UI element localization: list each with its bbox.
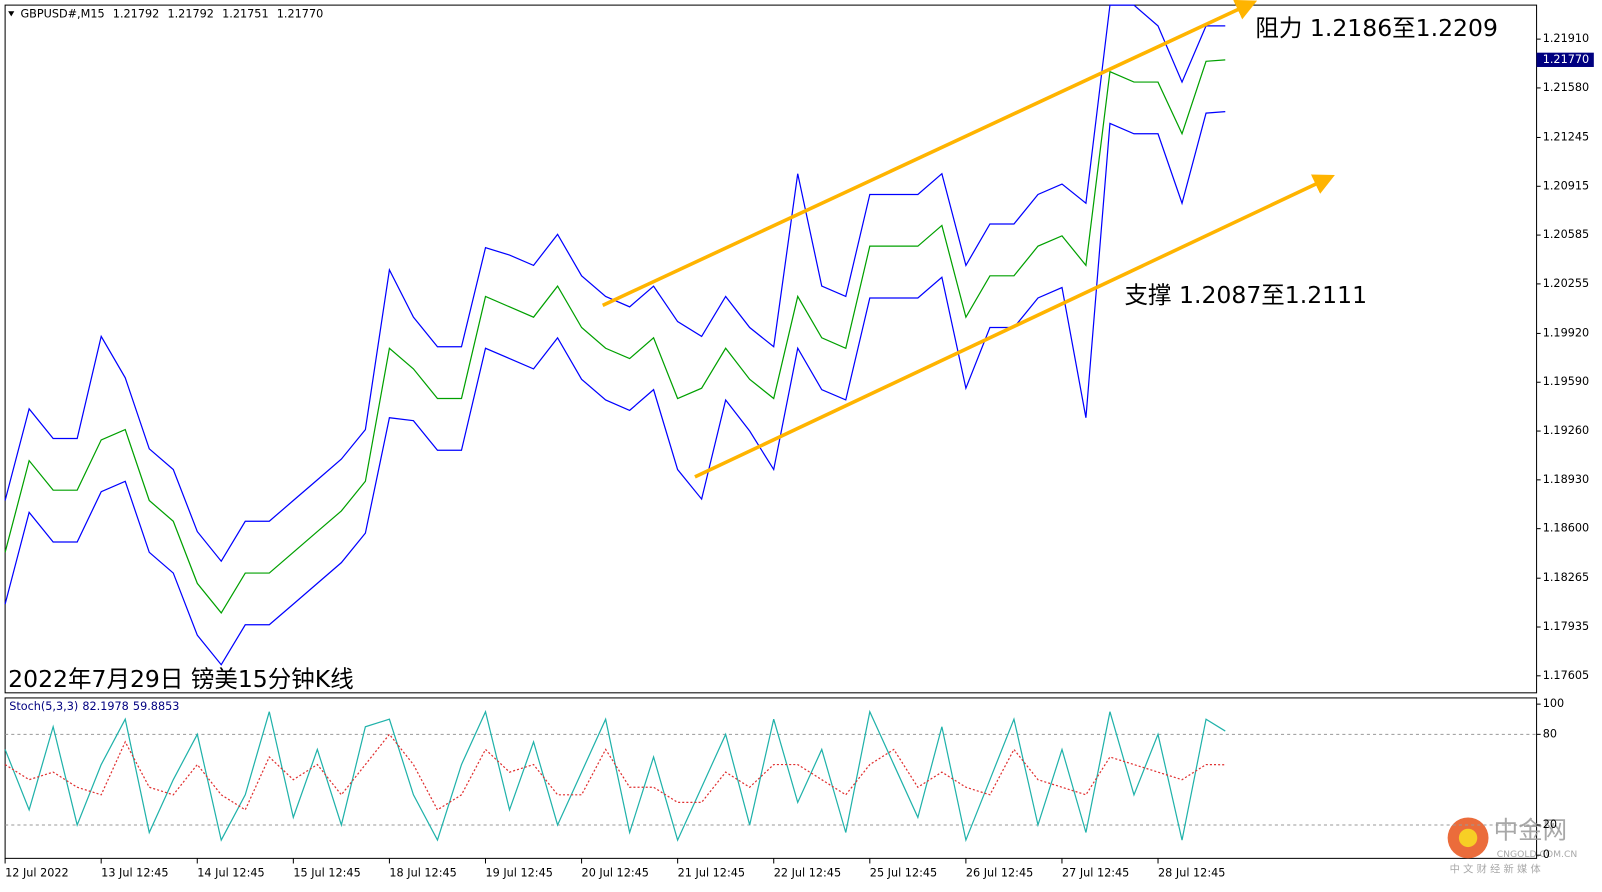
ohlc-value: 1.21792: [167, 7, 213, 20]
stoch-value: 59.8853: [133, 700, 179, 713]
y-tick-label: 1.19590: [1543, 375, 1589, 388]
y-tick-label: 100: [1543, 697, 1564, 710]
stoch-header: Stoch(5,3,3) 82.1978 59.8853: [9, 700, 179, 713]
x-tick-label: 15 Jul 12:45: [293, 867, 360, 880]
trend-line: [694, 174, 1335, 479]
y-tick-label: 1.18930: [1543, 473, 1589, 486]
x-tick-label: 13 Jul 12:45: [101, 867, 168, 880]
resistance-label: 阻力 1.2186至1.2209: [1255, 14, 1497, 42]
logo-url: CNGOLD.COM.CN: [1497, 849, 1578, 860]
x-tick-label: 18 Jul 12:45: [389, 867, 456, 880]
logo-name: 中金网: [1494, 815, 1568, 844]
symbol: GBPUSD#,M15: [20, 7, 104, 20]
x-tick-label: 25 Jul 12:45: [870, 867, 937, 880]
last-price-label: 1.21770: [1543, 53, 1589, 66]
header: GBPUSD#,M15 1.21792 1.21792 1.21751 1.21770: [20, 7, 323, 20]
stoch-name: Stoch(5,3,3): [9, 700, 78, 713]
price-panel: [4, 4, 1538, 694]
series-line: [4, 709, 1226, 843]
support-label: 支撑 1.2087至1.2111: [1125, 281, 1367, 309]
y-tick-label: 20: [1543, 818, 1557, 831]
y-tick-label: 1.19920: [1543, 326, 1589, 339]
trend-line: [601, 0, 1258, 307]
x-tick-label: 20 Jul 12:45: [582, 867, 649, 880]
x-tick-label: 28 Jul 12:45: [1158, 867, 1225, 880]
ohlc-value: 1.21770: [277, 7, 323, 20]
y-tick-label: 1.18265: [1543, 571, 1589, 584]
chart-title: 2022年7月29日 镑美15分钟K线: [8, 665, 354, 693]
y-tick-label: 1.20255: [1543, 277, 1589, 290]
y-tick-label: 1.18600: [1543, 522, 1589, 535]
y-tick-label: 1.20585: [1543, 228, 1589, 241]
x-tick-label: 12 Jul 2022: [5, 867, 69, 880]
menu-triangle: [8, 11, 15, 17]
series-line: [4, 110, 1226, 666]
series-line: [4, 4, 1226, 563]
stoch-value: 82.1978: [82, 700, 128, 713]
y-tick-label: 1.17605: [1543, 669, 1589, 682]
ohlc-value: 1.21792: [113, 7, 159, 20]
y-tick-label: 1.20915: [1543, 179, 1589, 192]
logo-tagline: 中 文 财 经 新 媒 体: [1450, 863, 1541, 876]
ohlc-value: 1.21751: [222, 7, 268, 20]
x-tick-label: 22 Jul 12:45: [774, 867, 841, 880]
x-tick-label: 26 Jul 12:45: [966, 867, 1033, 880]
y-tick-label: 1.21580: [1543, 81, 1589, 94]
y-tick-label: 80: [1543, 727, 1557, 740]
y-tick-label: 1.19260: [1543, 424, 1589, 437]
x-tick-label: 21 Jul 12:45: [678, 867, 745, 880]
last-price-tag: [1536, 52, 1594, 67]
logo: 中金网 CNGOLD.COM.CN 中 文 财 经 新 媒 体: [1447, 815, 1578, 876]
x-tick-label: 14 Jul 12:45: [197, 867, 264, 880]
series-line: [4, 59, 1226, 614]
logo-icon-inner: [1458, 828, 1478, 848]
y-tick-label: 1.21245: [1543, 130, 1589, 143]
x-tick-label: 19 Jul 12:45: [485, 867, 552, 880]
y-tick-label: 1.21910: [1543, 32, 1589, 45]
y-tick-label: 1.17935: [1543, 620, 1589, 633]
series-line: [4, 733, 1226, 811]
y-tick-label: 0: [1543, 848, 1550, 861]
x-tick-label: 27 Jul 12:45: [1062, 867, 1129, 880]
stoch-panel: [4, 697, 1538, 859]
